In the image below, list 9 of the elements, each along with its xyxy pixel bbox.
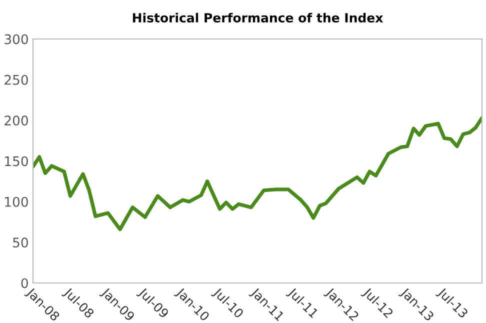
chart-title: Historical Performance of the Index xyxy=(132,12,384,23)
y-tick-label: 150 xyxy=(5,156,28,166)
line-series xyxy=(33,116,482,232)
y-tick-label: 300 xyxy=(4,34,28,44)
y-tick-label: 200 xyxy=(4,116,28,126)
y-tick-label: 250 xyxy=(4,74,28,85)
y-tick-label: 0 xyxy=(21,278,28,288)
y-tick-label: 50 xyxy=(13,238,28,248)
y-tick-label: 100 xyxy=(5,196,28,207)
